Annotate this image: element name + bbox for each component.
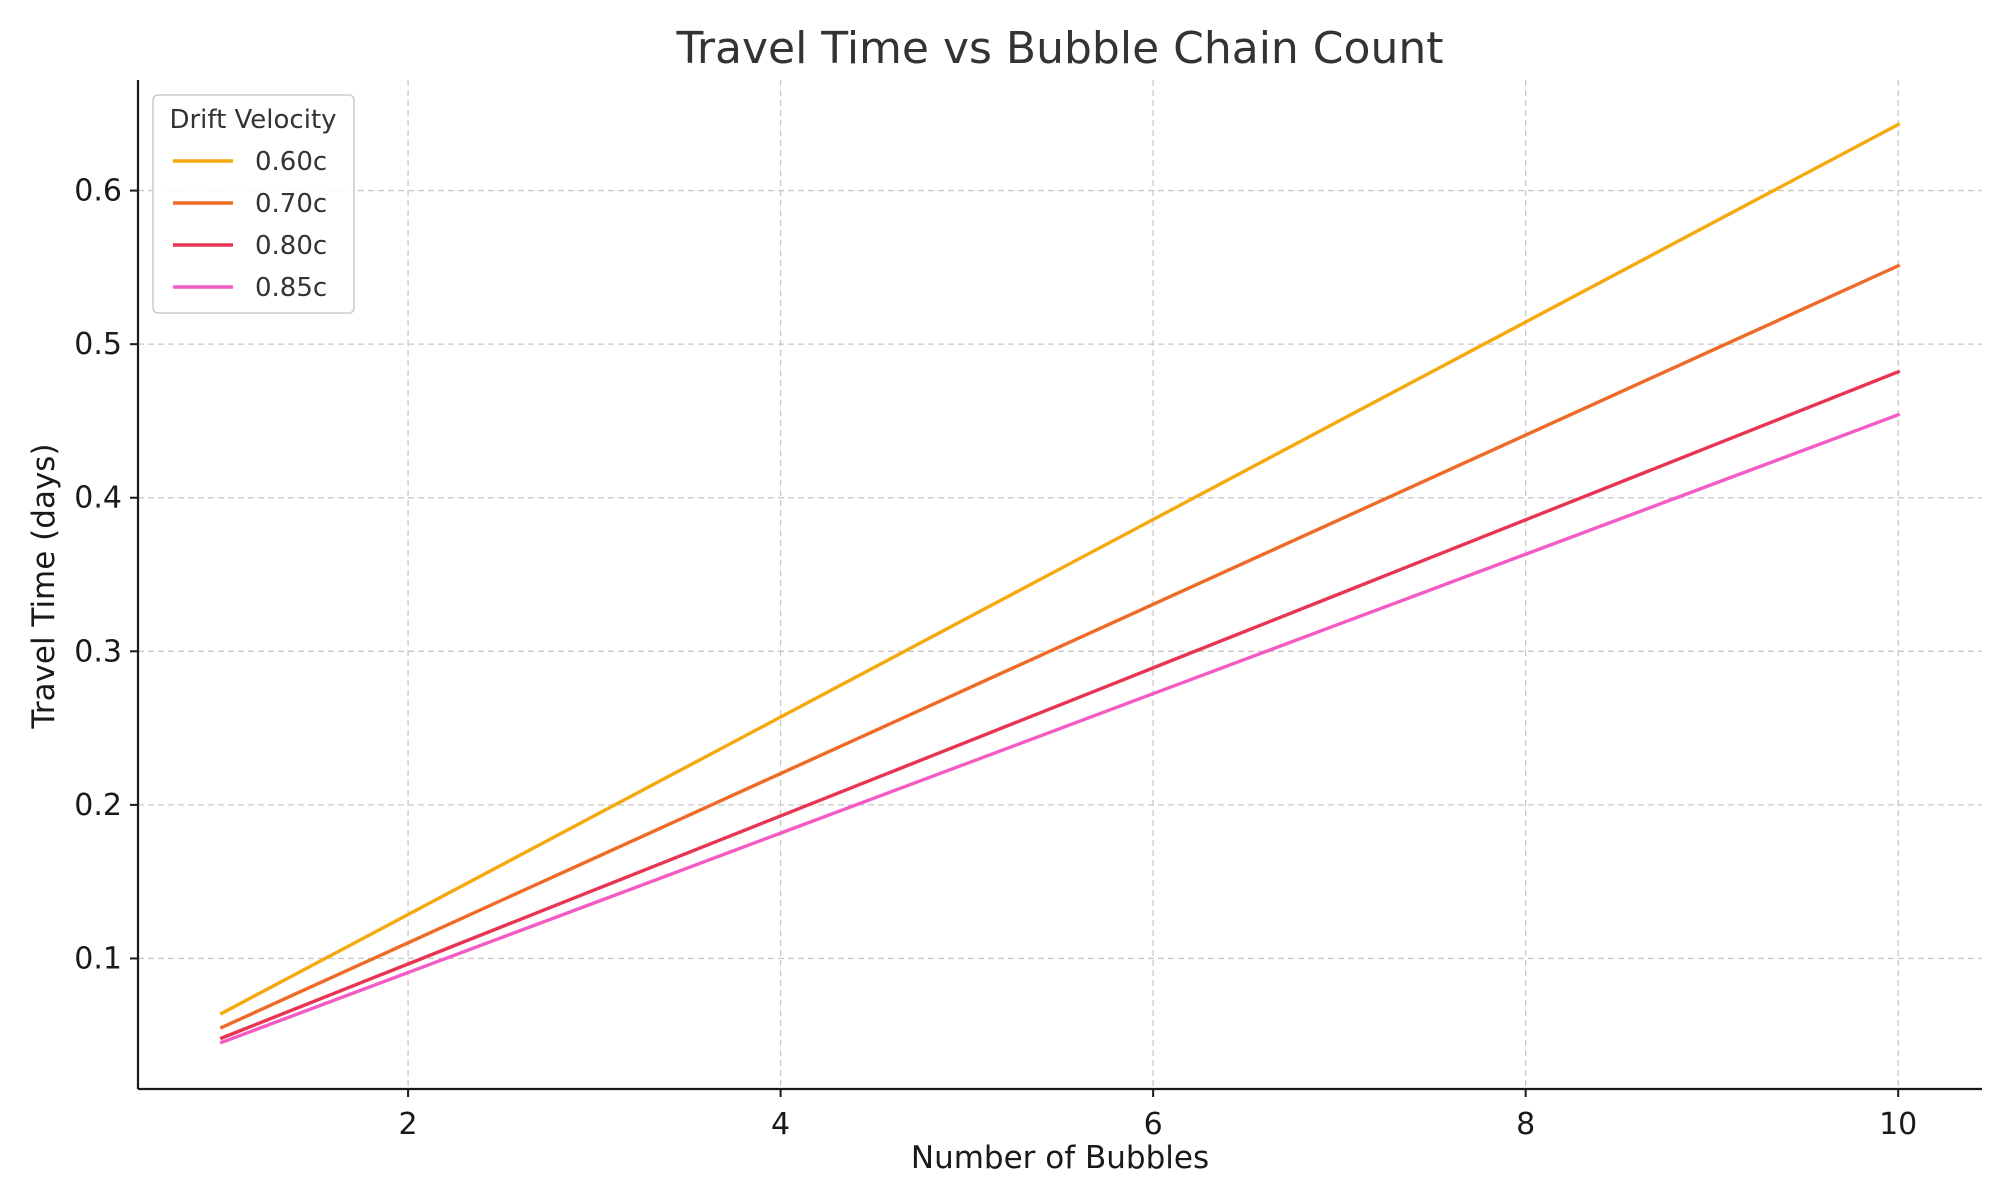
x-tick-label: 6 [1144,1107,1163,1142]
x-tick-label: 10 [1879,1107,1917,1142]
series-line-0.85c [222,415,1898,1043]
legend-label: 0.60c [255,147,327,177]
y-tick-label: 0.1 [74,941,122,976]
x-tick-label: 2 [399,1107,418,1142]
y-tick-label: 0.2 [74,788,122,823]
legend-label: 0.85c [255,273,327,303]
chart-title: Travel Time vs Bubble Chain Count [676,23,1444,74]
x-tick-label: 4 [771,1107,790,1142]
legend: Drift Velocity 0.60c 0.70c 0.80c 0.85c [153,95,354,313]
legend-label: 0.80c [255,231,327,261]
legend-title: Drift Velocity [169,105,336,135]
series-line-0.70c [222,266,1898,1028]
grid [138,80,1982,1089]
y-tick-label: 0.5 [74,327,122,362]
series-line-0.60c [222,125,1898,1014]
series [222,125,1898,1043]
axes [138,80,1982,1089]
series-line-0.80c [222,372,1898,1038]
x-ticks: 2 4 6 8 10 [399,1089,1918,1142]
x-axis-title: Number of Bubbles [911,1140,1209,1176]
y-ticks: 0.1 0.2 0.3 0.4 0.5 0.6 [74,174,138,977]
y-tick-label: 0.3 [74,634,122,669]
x-tick-label: 8 [1516,1107,1535,1142]
y-axis-title: Travel Time (days) [26,443,62,729]
y-tick-label: 0.6 [74,174,122,209]
legend-label: 0.70c [255,189,327,219]
y-tick-label: 0.4 [74,481,122,516]
